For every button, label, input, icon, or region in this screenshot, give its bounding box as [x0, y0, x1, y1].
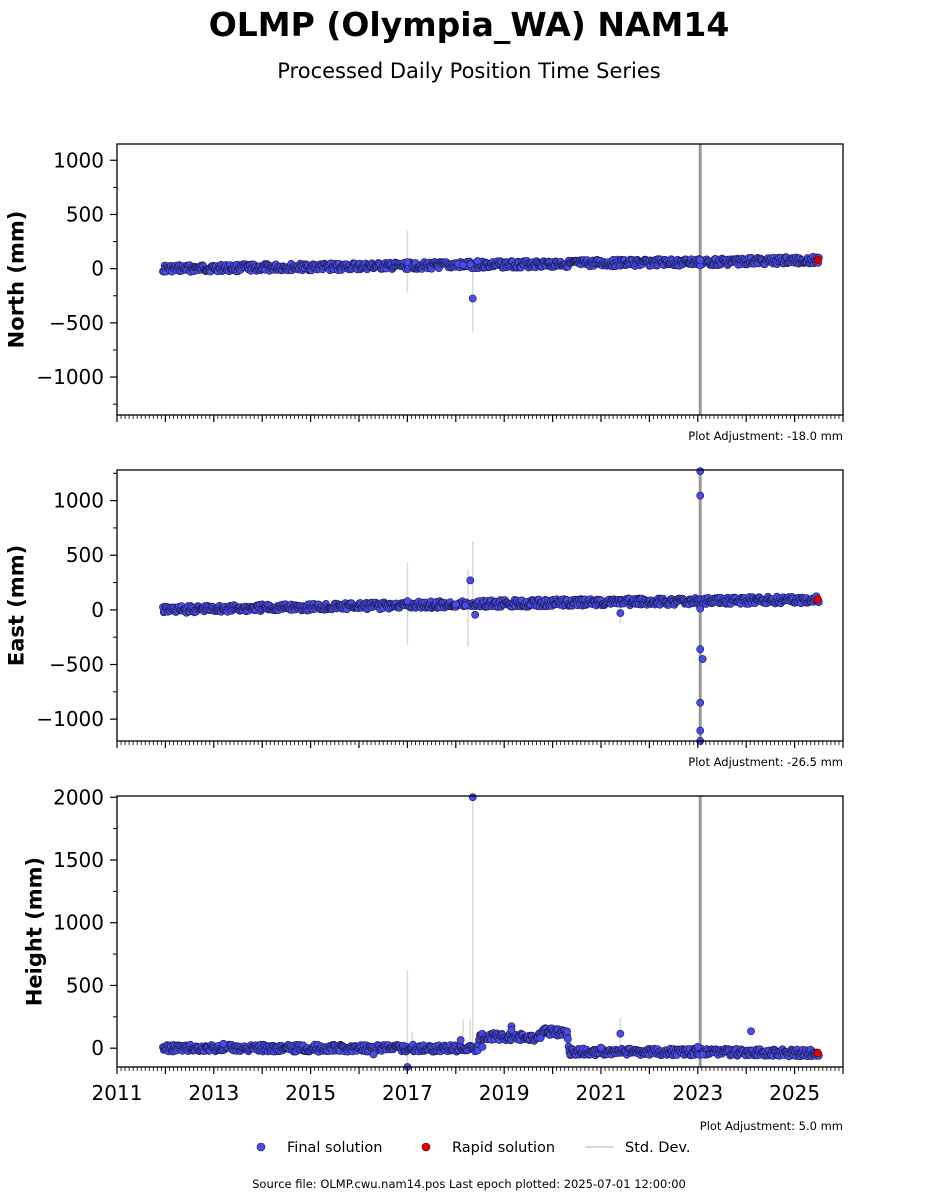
legend-rapid-marker — [421, 1142, 431, 1152]
plot-adjustment-note: Plot Adjustment: -26.5 mm — [688, 755, 843, 769]
panel-3: 0 500 1000 1500 2000 2011 2013 2015 2017 2019 2021… — [22, 785, 844, 1133]
plot-adjustment-note: Plot Adjustment: 5.0 mm — [700, 1119, 843, 1133]
y-tick-label: −1000 — [36, 707, 104, 731]
x-tick-label: 2015 — [285, 1081, 336, 1105]
final-solution-point — [473, 257, 482, 265]
final-solution-point — [696, 491, 705, 500]
final-solution-point — [478, 1043, 487, 1051]
final-solution-point — [616, 609, 625, 618]
legend-final-label: Final solution — [287, 1140, 382, 1156]
y-tick-label: 500 — [66, 973, 104, 997]
x-tick-label: 2025 — [769, 1081, 820, 1105]
x-tick-label: 2011 — [92, 1081, 143, 1105]
final-solution-point — [456, 1036, 465, 1044]
y-tick-label: −500 — [49, 311, 104, 335]
y-axis-label: Height (mm) — [22, 857, 46, 1006]
final-solution-point — [369, 1050, 378, 1059]
x-tick-label: 2017 — [382, 1081, 433, 1105]
final-solution-point — [219, 1039, 228, 1048]
final-solution-point — [466, 260, 475, 269]
final-solution-point — [461, 601, 470, 610]
y-tick-label: 1000 — [53, 911, 104, 935]
final-solution-point — [696, 726, 705, 735]
y-tick-label: 0 — [91, 257, 104, 281]
y-axis-label: East (mm) — [4, 545, 28, 666]
final-solution-point — [451, 600, 460, 609]
final-solution-point — [459, 260, 467, 269]
final-solution-point — [564, 1035, 572, 1043]
final-solution-point — [466, 576, 475, 585]
plot-frame — [116, 795, 844, 1068]
final-solution-point — [468, 793, 477, 802]
y-tick-label: 500 — [66, 543, 104, 567]
y-tick-label: 1000 — [53, 489, 104, 513]
y-tick-label: 1000 — [53, 148, 104, 172]
y-tick-label: 500 — [66, 202, 104, 226]
rapid-solution-point — [813, 255, 822, 265]
final-solution-point — [597, 1043, 605, 1052]
rapid-solution-point — [813, 1049, 822, 1058]
y-tick-label: −500 — [49, 653, 104, 677]
final-solution-point — [698, 1050, 707, 1059]
chart-title: OLMP (Olympia_WA) NAM14 — [209, 5, 730, 44]
y-tick-label: 1500 — [53, 848, 104, 872]
x-tick-label: 2013 — [188, 1081, 239, 1105]
final-solution-point — [696, 256, 705, 264]
final-solution-point — [696, 604, 705, 613]
y-tick-label: 2000 — [53, 785, 104, 809]
final-solution-point — [698, 655, 707, 663]
panels: −1000 −500 0 500 1000 North (mm) Plot Adjustme… — [4, 143, 844, 1133]
final-solution-point — [696, 645, 705, 654]
plot-adjustment-note: Plot Adjustment: -18.0 mm — [688, 429, 843, 443]
y-tick-label: −1000 — [36, 365, 104, 389]
y-axis-label: North (mm) — [4, 211, 28, 349]
y-tick-label: 0 — [91, 1036, 104, 1060]
y-tick-label: 0 — [91, 598, 104, 622]
source-note: Source file: OLMP.cwu.nam14.pos Last epo… — [252, 1177, 686, 1191]
final-solution-point — [468, 294, 477, 303]
legend: Final solution Rapid solution Std. Dev. — [256, 1140, 690, 1156]
x-tick-label: 2023 — [672, 1081, 723, 1105]
final-solution-point — [403, 258, 412, 267]
final-solution-point — [471, 610, 480, 619]
panel-1: −1000 −500 0 500 1000 North (mm) Plot Adjustme… — [4, 143, 844, 443]
final-solution-point — [696, 467, 705, 475]
x-tick-label: 2021 — [576, 1081, 627, 1105]
legend-rapid-label: Rapid solution — [452, 1140, 555, 1156]
final-solution-point — [696, 698, 705, 707]
x-tick-label: 2019 — [479, 1081, 530, 1105]
legend-final-marker — [256, 1142, 266, 1152]
final-solution-point — [747, 1027, 755, 1036]
rapid-solution-point — [813, 595, 822, 604]
plot-frame — [116, 143, 844, 416]
legend-stddev-label: Std. Dev. — [625, 1140, 690, 1156]
final-solution-point — [507, 1026, 516, 1034]
final-solution-point — [563, 1027, 571, 1036]
final-solution-point — [403, 597, 412, 606]
final-solution-point — [616, 1029, 625, 1038]
final-solution-point — [693, 1043, 702, 1051]
final-solution-point — [536, 1034, 545, 1043]
chart-subtitle: Processed Daily Position Time Series — [277, 59, 661, 83]
panel-2: −1000 −500 0 500 1000 East (mm) Plot Adjustmen… — [4, 467, 844, 769]
